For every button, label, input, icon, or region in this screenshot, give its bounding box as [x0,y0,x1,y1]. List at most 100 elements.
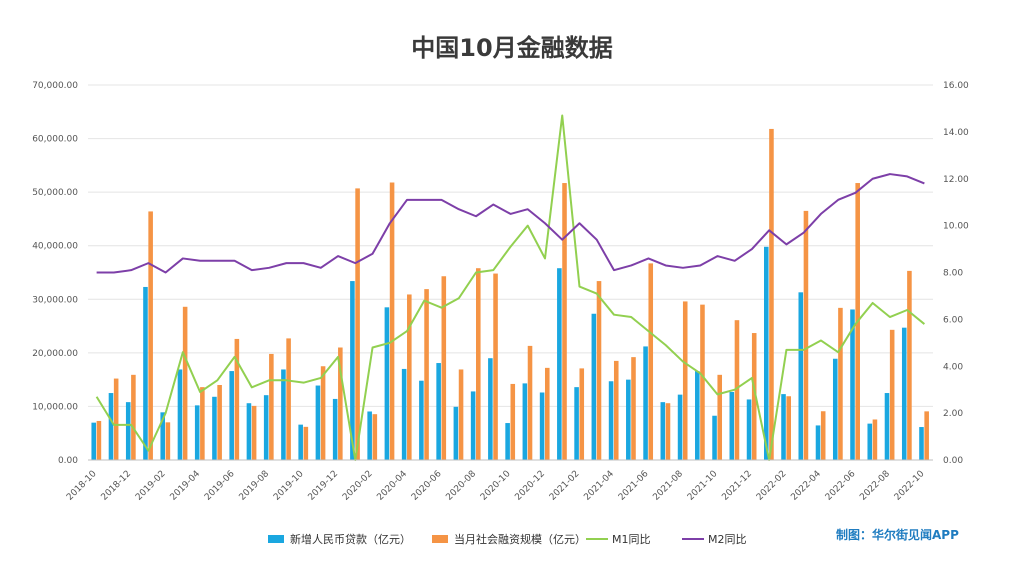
x-tick-label: 2020-06 [410,469,444,503]
x-tick-label: 2019-06 [203,469,237,503]
bar-social-financing [303,426,309,460]
bar-social-financing [355,188,360,460]
x-tick-label: 2021-02 [548,469,582,503]
bar-social-financing [96,420,102,460]
x-tick-label: 2019-10 [272,469,306,503]
x-tick-label: 2019-04 [169,469,203,503]
bar-social-financing [407,294,412,460]
bar-new-loans [729,391,735,460]
bar-social-financing [251,405,257,460]
bar-new-loans [263,395,269,460]
x-tick-label: 2021-06 [617,469,651,503]
bar-new-loans [212,396,217,460]
bar-social-financing [424,289,429,460]
y-right-tick-label: 0.00 [943,456,963,466]
bar-new-loans [695,371,700,460]
bar-social-financing [717,374,723,460]
bar-new-loans [108,393,114,460]
y-left-tick-label: 10,000.00 [32,402,78,412]
y-left-tick-label: 20,000.00 [32,349,78,359]
line-m2-yoy [96,173,925,274]
bar-social-financing [544,367,550,460]
x-tick-label: 2018-10 [65,469,99,503]
x-tick-label: 2019-12 [307,469,341,503]
y-left-tick-label: 70,000.00 [32,81,78,91]
bar-social-financing [131,374,136,460]
bar-social-financing [441,276,447,460]
bar-new-loans [591,313,597,460]
bar-social-financing [596,281,602,460]
bar-social-financing [389,182,395,460]
bar-social-financing [631,357,636,460]
x-tick-label: 2020-10 [479,469,513,503]
bar-new-loans [781,394,786,460]
bar-new-loans [608,381,614,460]
bar-new-loans [626,379,631,460]
line-series [95,114,926,461]
legend-swatch [432,535,448,543]
y-right-tick-label: 10.00 [943,222,969,232]
bar-new-loans [677,394,683,460]
bar-social-financing [200,387,205,460]
x-tick-label: 2020-12 [513,469,547,503]
legend-m2: M2同比 [682,533,747,546]
bar-social-financing [113,378,119,460]
bar-new-loans [712,415,717,460]
x-tick-label: 2021-08 [651,469,685,503]
x-tick-label: 2020-04 [375,469,409,503]
y-left-tick-label: 30,000.00 [32,295,78,305]
y-right-tick-label: 2.00 [943,409,963,419]
bar-new-loans [125,402,131,460]
bar-new-loans [660,402,666,460]
bar-social-financing [493,273,498,460]
bar-social-financing [734,320,740,460]
bar-social-financing [769,128,774,460]
chart-title: 中国10月金融数据 [411,34,613,62]
bar-social-financing [820,411,826,460]
bar-social-financing [872,419,878,460]
y-right-tick-label: 8.00 [943,269,963,279]
axes: 0.00 10,000.00 20,000.00 30,000.00 40,000.00… [32,81,969,503]
bar-social-financing [579,368,585,460]
bar-new-loans [281,369,286,460]
bar-series [91,128,929,461]
bar-new-loans [177,369,183,460]
bar-new-loans [764,246,769,460]
bar-new-loans [919,427,924,460]
x-tick-label: 2019-02 [134,469,168,503]
bar-social-financing [286,338,291,460]
legend-swatch [268,535,284,543]
bar-social-financing [527,345,533,460]
legend-label: M2同比 [708,533,747,546]
bar-new-loans [901,327,907,460]
y-right-tick-label: 4.00 [943,362,963,372]
legend: 新增人民币贷款（亿元） 当月社会融资规模（亿元） M1同比 M2同比 [268,532,747,546]
x-tick-label: 2022-02 [755,469,789,503]
bar-new-loans [160,412,165,460]
bar-new-loans [798,292,804,460]
bar-new-loans [143,286,148,460]
legend-label: 新增人民币贷款（亿元） [290,532,411,546]
bar-social-financing [165,422,171,460]
bar-social-financing [562,183,567,461]
y-right-tick-label: 14.00 [943,128,969,138]
bar-social-financing [148,211,153,460]
x-tick-label: 2022-08 [858,469,892,503]
line-m1-yoy [95,114,926,461]
y-right-tick-label: 12.00 [943,175,969,185]
bar-social-financing [510,383,516,460]
bar-social-financing [751,333,757,460]
bar-new-loans [850,309,855,460]
bar-new-loans [419,380,424,460]
legend-m1: M1同比 [586,533,651,546]
bar-social-financing [700,304,705,460]
y-right-tick-label: 16.00 [943,81,969,91]
bar-social-financing [182,306,188,460]
bar-new-loans [436,363,441,460]
bar-social-financing [269,353,274,460]
bar-new-loans [884,393,890,460]
bar-social-financing [889,329,895,460]
x-tick-label: 2022-10 [893,469,927,503]
x-tick-label: 2021-10 [686,469,720,503]
